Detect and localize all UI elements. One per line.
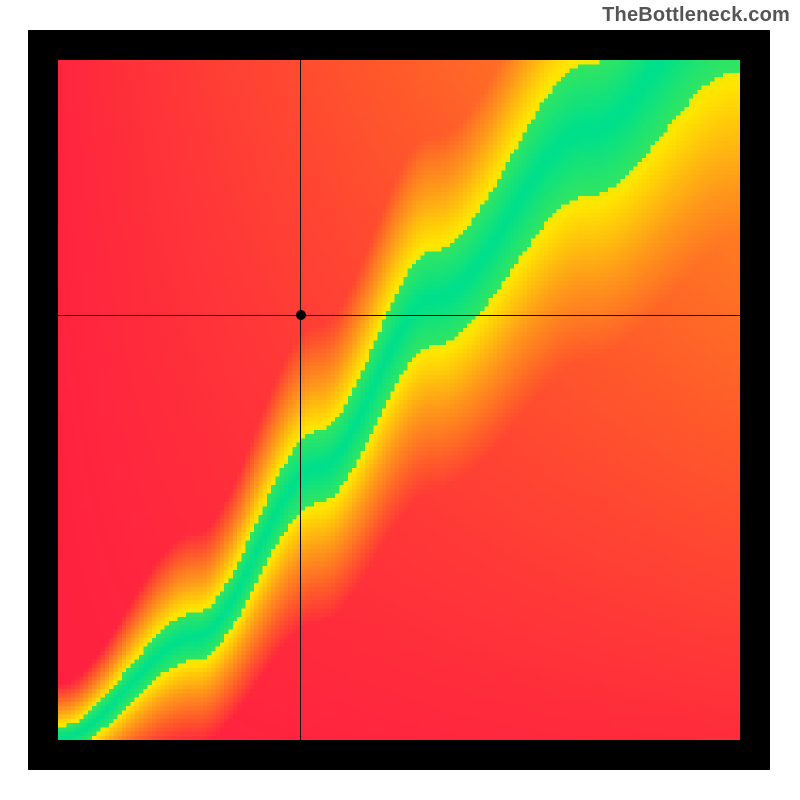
crosshair-vertical [300,60,301,740]
heatmap-canvas [58,60,740,740]
chart-container: TheBottleneck.com [0,0,800,800]
watermark-text: TheBottleneck.com [602,4,790,27]
data-point-marker [296,310,306,320]
crosshair-horizontal [58,315,740,316]
